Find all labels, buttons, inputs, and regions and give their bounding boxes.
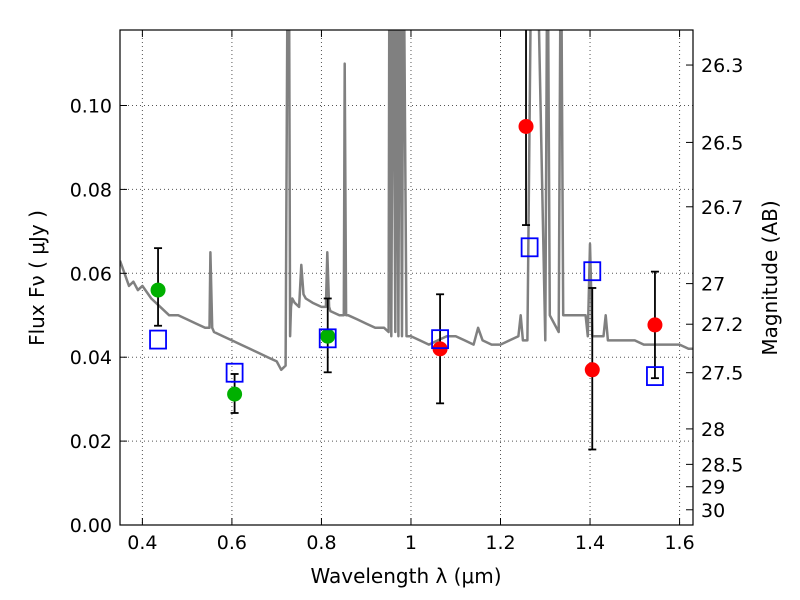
right-tick-label: 28.5 (701, 454, 743, 476)
x-tick-labels: 0.4 0.6 0.8 1 1.2 1.4 1.6 (127, 532, 694, 554)
right-tick-label: 27.5 (701, 363, 743, 385)
right-tick-label: 29 (701, 477, 725, 499)
right-tick-label: 30 (701, 500, 725, 522)
x-tick-label: 1.6 (664, 532, 694, 554)
x-tick-label: 0.8 (306, 532, 336, 554)
y-tick-label: 0.08 (70, 179, 112, 201)
x-tick-label: 0.6 (217, 532, 247, 554)
right-tick-label: 26.7 (701, 197, 743, 219)
red-data-point (584, 362, 600, 378)
x-tick-label: 1.2 (485, 532, 515, 554)
y-axis-label: Flux Fν ( μJy ) (25, 210, 49, 346)
red-data-point (518, 118, 534, 134)
green-data-point (150, 282, 166, 298)
x-tick-label: 0.4 (127, 532, 157, 554)
y-tick-label: 0.04 (70, 347, 112, 369)
y-tick-label: 0.00 (70, 515, 112, 537)
x-tick-label: 1.4 (575, 532, 605, 554)
red-data-point (647, 317, 663, 333)
model-photometry-square (646, 366, 664, 386)
grid (120, 30, 693, 526)
model-photometry-square (225, 362, 244, 383)
y-tick-labels: 0.00 0.02 0.04 0.06 0.08 0.10 (70, 96, 112, 537)
x-tick-label: 1 (405, 532, 417, 554)
right-tick-label: 27.2 (701, 314, 743, 336)
model-photometry-square (318, 328, 337, 349)
model-photometry-square (149, 329, 167, 350)
model-photometry-square (583, 261, 602, 282)
y-tick-label: 0.02 (70, 431, 112, 453)
right-axis-label: Magnitude (AB) (758, 200, 782, 355)
data-markers (149, 118, 664, 402)
green-data-point (227, 386, 243, 402)
axis-ticks (120, 30, 693, 526)
y-tick-label: 0.06 (70, 263, 112, 285)
right-tick-label: 27 (701, 274, 725, 296)
plot-area (120, 30, 693, 451)
y-tick-label: 0.10 (70, 96, 112, 118)
model-photometry-square (520, 237, 539, 258)
x-axis-label: Wavelength λ (μm) (310, 564, 501, 588)
model-spectrum-line (120, 30, 693, 372)
green-data-point (320, 328, 336, 344)
model-photometry-square (431, 329, 449, 350)
right-tick-label: 28 (701, 419, 725, 441)
right-tick-label: 26.3 (701, 55, 743, 77)
right-tick-label: 26.5 (701, 132, 743, 154)
plot-frame (119, 29, 694, 526)
